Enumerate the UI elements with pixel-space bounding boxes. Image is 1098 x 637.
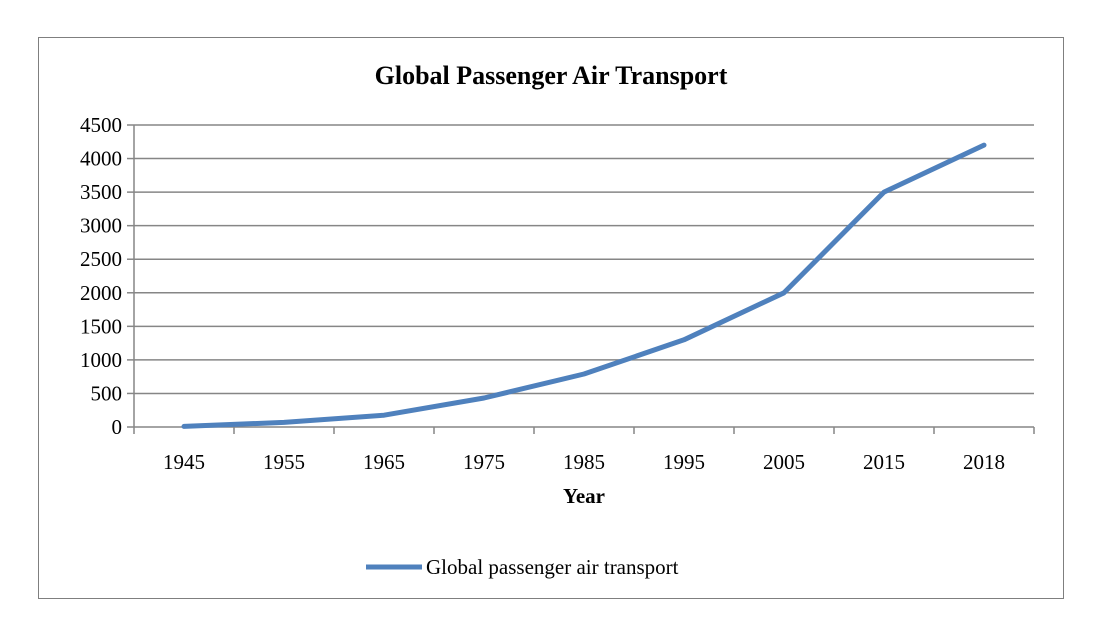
y-tick-label: 3000 <box>80 214 122 238</box>
y-tick-label: 0 <box>112 415 123 439</box>
x-axis-tick-labels: 1945 1955 1965 1975 1985 1995 2005 2015 2018 <box>163 450 1005 474</box>
x-tick-label: 1975 <box>463 450 505 474</box>
x-tick-label: 1995 <box>663 450 705 474</box>
legend: Global passenger air transport <box>366 555 679 579</box>
x-tick-label: 1945 <box>163 450 205 474</box>
y-tick-label: 1500 <box>80 314 122 338</box>
y-tick-label: 2000 <box>80 281 122 305</box>
y-tick-label: 2500 <box>80 247 122 271</box>
y-tick-label: 500 <box>91 381 123 405</box>
chart-title: Global Passenger Air Transport <box>375 61 728 90</box>
y-tick-label: 1000 <box>80 348 122 372</box>
series-line <box>181 142 987 429</box>
x-tick-label: 2005 <box>763 450 805 474</box>
y-axis-tick-labels: 0 500 1000 1500 2000 2500 3000 3500 4000 4500 <box>80 113 122 439</box>
y-tick-label: 3500 <box>80 180 122 204</box>
legend-label: Global passenger air transport <box>426 555 679 579</box>
series-lines <box>181 142 987 429</box>
x-tick-label: 2015 <box>863 450 905 474</box>
x-tick-label: 2018 <box>963 450 1005 474</box>
y-tick-label: 4500 <box>80 113 122 137</box>
x-axis-label: Year <box>563 484 605 508</box>
gridlines <box>134 124 1034 395</box>
axes <box>127 124 1035 434</box>
x-tick-label: 1965 <box>363 450 405 474</box>
x-tick-label: 1955 <box>263 450 305 474</box>
x-tick-label: 1985 <box>563 450 605 474</box>
y-tick-label: 4000 <box>80 147 122 171</box>
chart-frame <box>38 37 1064 599</box>
